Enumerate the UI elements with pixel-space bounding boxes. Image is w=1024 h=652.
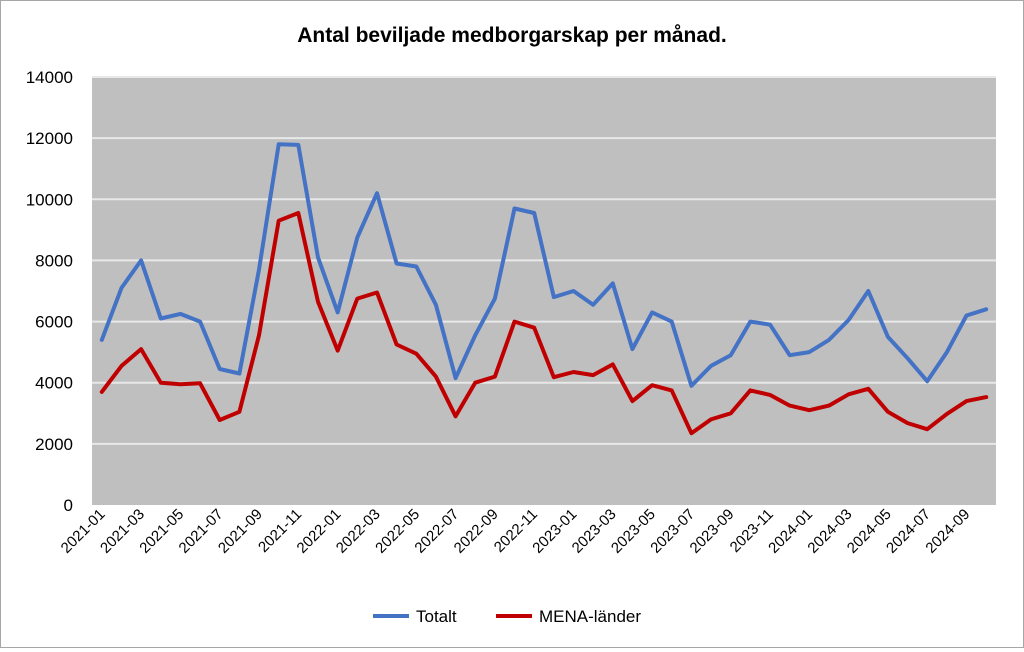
y-tick-label: 6000 [35, 313, 73, 332]
y-tick-label: 0 [64, 496, 73, 515]
y-tick-label: 2000 [35, 435, 73, 454]
y-tick-label: 4000 [35, 374, 73, 393]
y-tick-label: 10000 [26, 190, 73, 209]
plot-area [92, 77, 996, 505]
legend-label: Totalt [416, 607, 457, 626]
chart-title: Antal beviljade medborgarskap per månad. [297, 24, 726, 47]
y-tick-label: 14000 [26, 68, 73, 87]
x-tick-label: 2021-09 [215, 506, 266, 557]
x-tick-label: 2022-09 [451, 506, 502, 557]
x-tick-label: 2024-09 [922, 506, 973, 557]
y-tick-label: 12000 [26, 129, 73, 148]
x-tick-label: 2023-09 [687, 506, 738, 557]
legend-label: MENA-länder [539, 607, 641, 626]
y-tick-label: 8000 [35, 251, 73, 270]
